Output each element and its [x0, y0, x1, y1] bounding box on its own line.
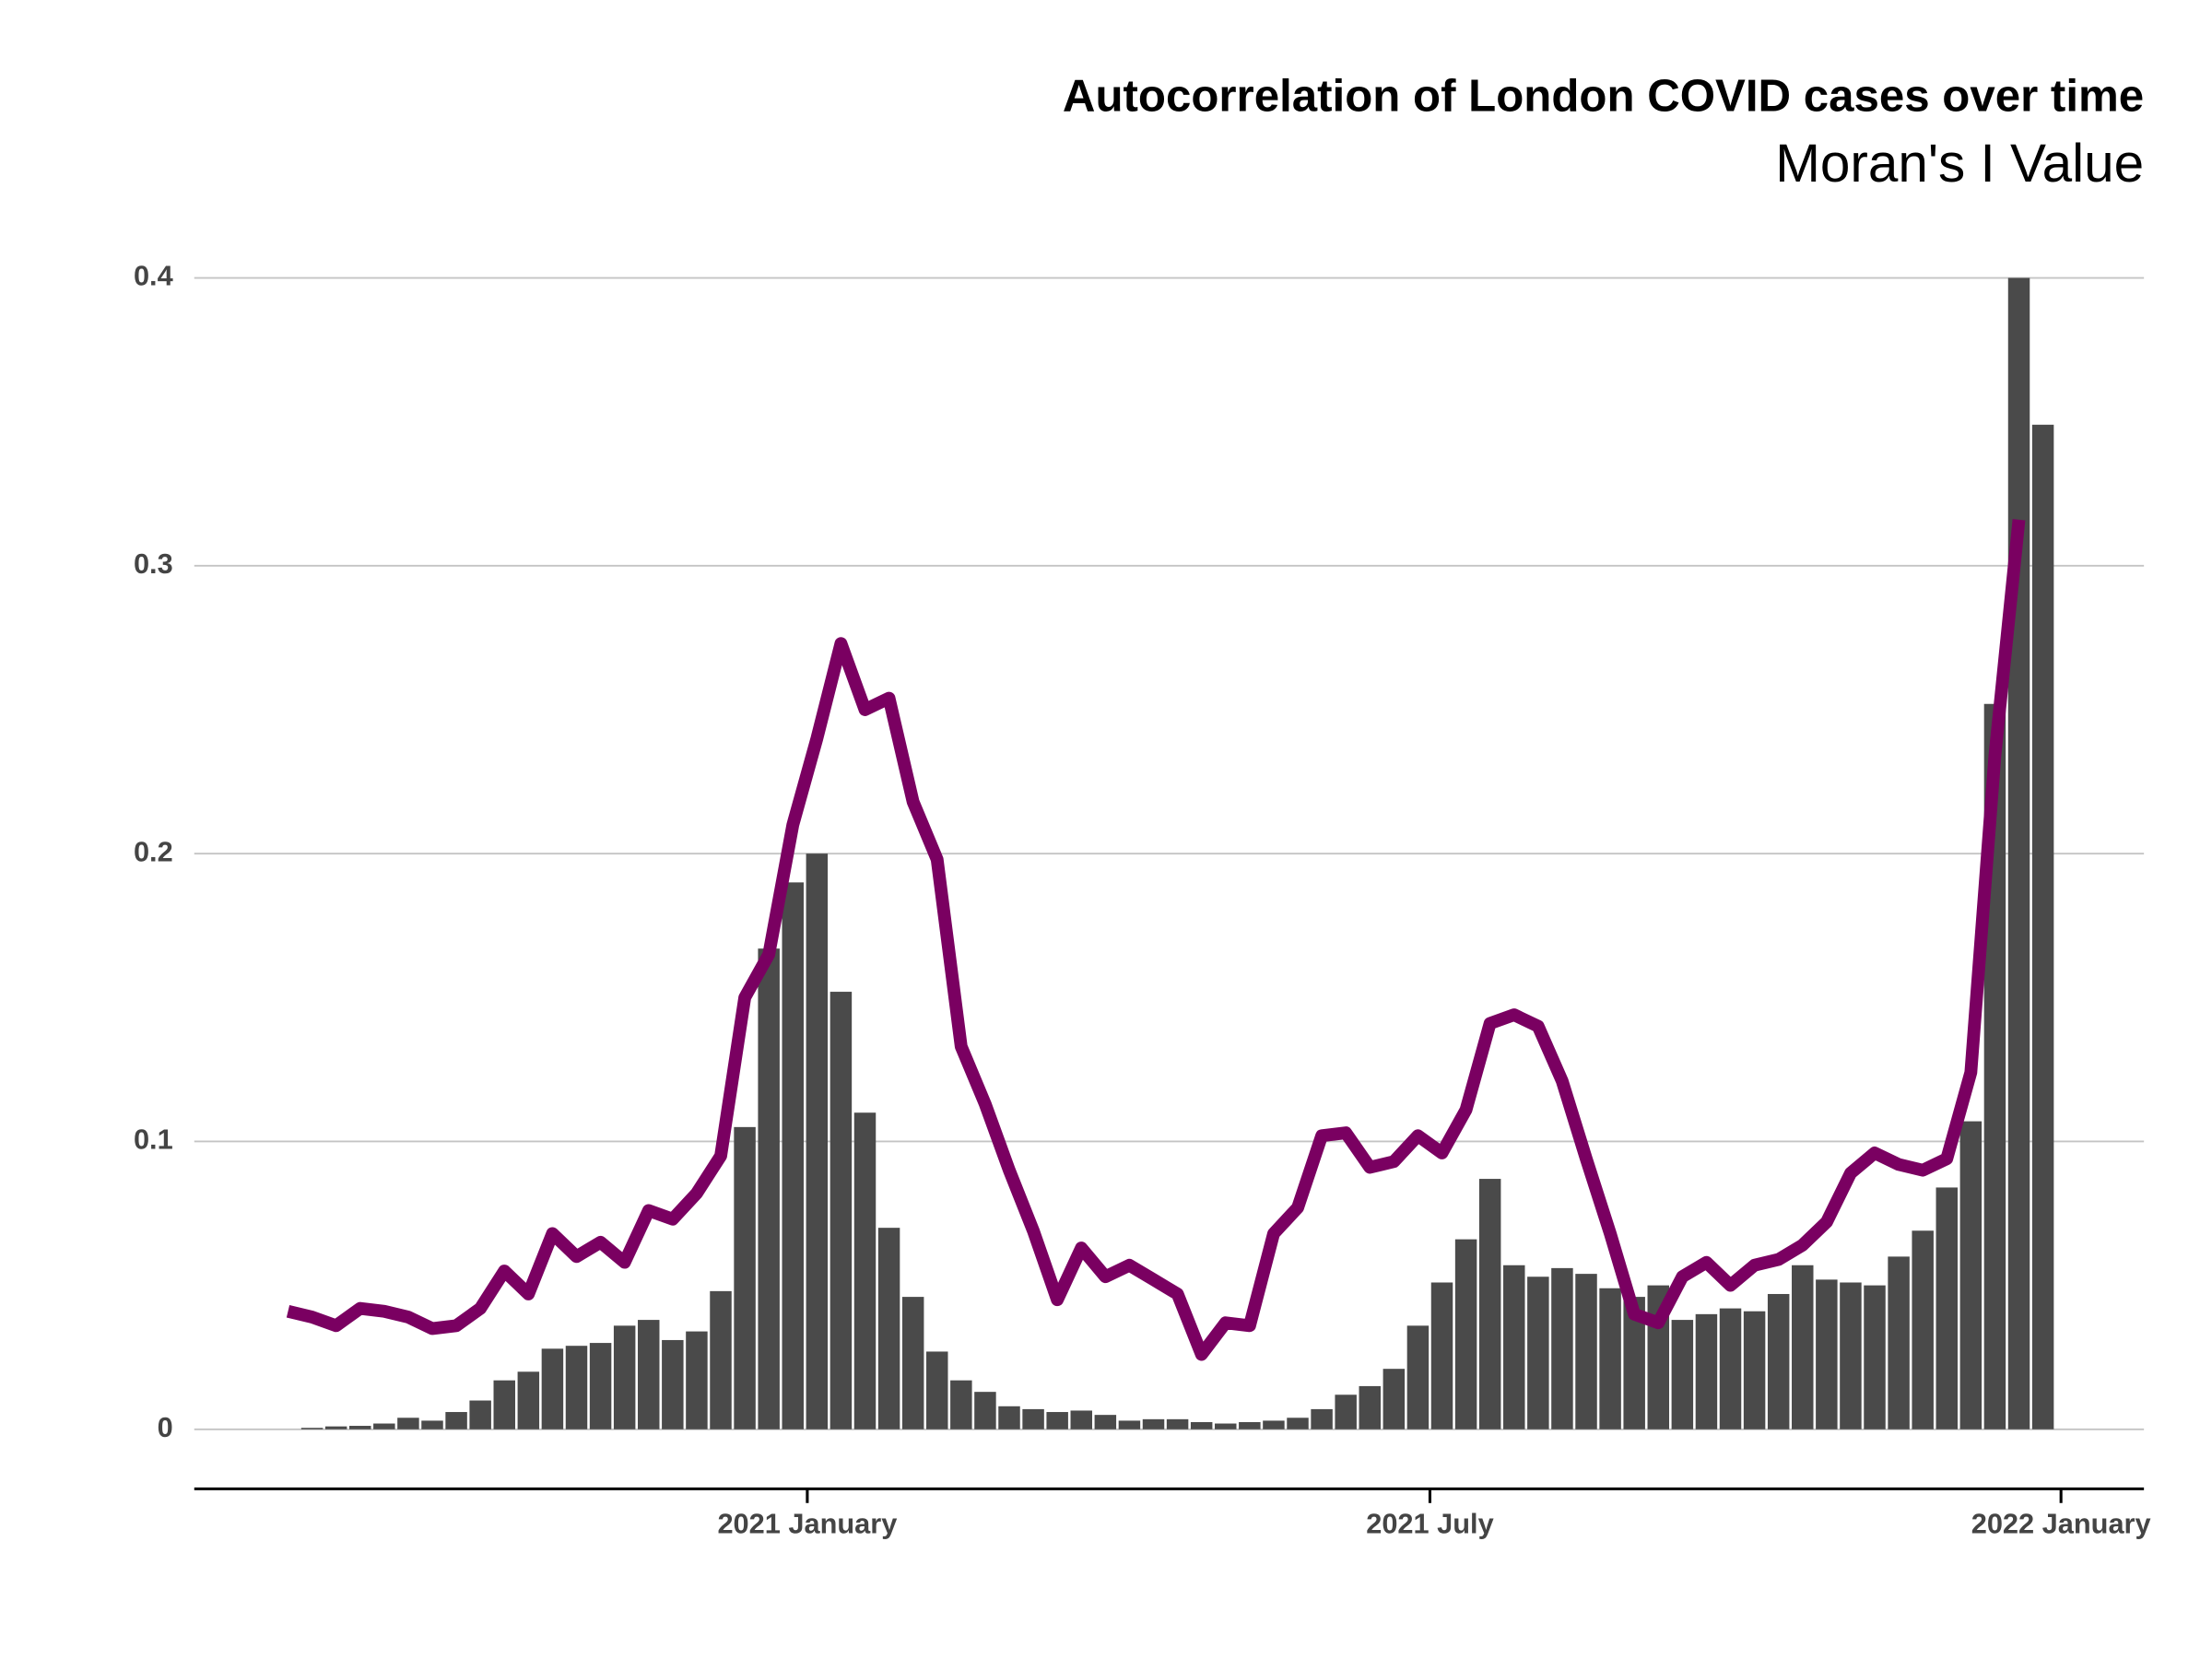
bar — [1142, 1418, 1165, 1430]
y-tick-label: 0 — [158, 1411, 173, 1443]
bar — [1406, 1325, 1430, 1430]
y-tick-label: 0.4 — [134, 260, 173, 292]
bar — [445, 1412, 467, 1430]
bar — [589, 1343, 612, 1430]
bar — [1599, 1288, 1621, 1430]
bar — [469, 1400, 491, 1430]
bar — [1022, 1408, 1044, 1430]
bar — [1359, 1385, 1381, 1430]
bar — [1239, 1421, 1261, 1430]
bar — [517, 1371, 540, 1430]
bar — [1382, 1369, 1406, 1430]
bar — [974, 1392, 996, 1430]
bar — [1094, 1415, 1117, 1430]
y-tick-label: 0.3 — [134, 547, 173, 580]
bar — [373, 1423, 395, 1430]
bar — [710, 1290, 732, 1430]
bar — [782, 882, 804, 1430]
bar — [686, 1331, 708, 1430]
bar — [1527, 1277, 1549, 1430]
lines — [286, 519, 2026, 1361]
line — [286, 519, 2026, 1361]
x-tick-label: 2021 January — [717, 1508, 897, 1540]
bar — [1575, 1274, 1597, 1430]
bar — [2031, 424, 2054, 1430]
chart-subtitle: Moran's I Value — [1775, 134, 2144, 194]
bar — [349, 1426, 371, 1430]
bar — [1840, 1282, 1862, 1430]
bar — [324, 1426, 347, 1430]
bar — [1912, 1230, 1934, 1430]
bar — [1335, 1394, 1357, 1430]
grid — [194, 276, 2145, 1430]
bar — [1454, 1239, 1477, 1430]
bar — [2007, 277, 2030, 1430]
x-tick-label: 2022 January — [1971, 1508, 2151, 1540]
bar — [1671, 1320, 1694, 1430]
bar — [1959, 1121, 1983, 1430]
bar — [1311, 1408, 1333, 1430]
bar — [950, 1380, 972, 1430]
bar — [565, 1346, 588, 1430]
bar — [300, 1428, 324, 1430]
bar — [734, 1126, 756, 1430]
bar — [1070, 1410, 1092, 1430]
y-tick-label: 0.2 — [134, 835, 173, 867]
bar — [1743, 1311, 1766, 1430]
axes: 0 0.1 0.2 0.3 0.4 2021 January 2021 July 2022 J… — [134, 260, 2151, 1540]
bar — [397, 1418, 419, 1430]
bar — [853, 1112, 877, 1430]
bar — [1263, 1420, 1285, 1430]
bar — [1767, 1293, 1790, 1430]
bar — [1816, 1279, 1838, 1430]
bar — [1430, 1282, 1453, 1430]
bar — [541, 1348, 564, 1430]
bar — [830, 992, 853, 1430]
bar — [1215, 1423, 1237, 1430]
bar — [1118, 1420, 1141, 1430]
bar — [1888, 1256, 1910, 1430]
bar — [1166, 1418, 1189, 1430]
bar — [613, 1325, 636, 1430]
bar — [638, 1320, 660, 1430]
bar — [806, 853, 829, 1430]
bar — [1551, 1267, 1573, 1430]
chart-title: Autocorrelation of London COVID cases ov… — [1063, 71, 2144, 122]
bar — [1623, 1297, 1645, 1430]
bar — [1478, 1179, 1501, 1430]
bar — [421, 1420, 443, 1430]
bar — [1287, 1418, 1309, 1430]
bar — [901, 1297, 924, 1430]
bar — [662, 1339, 684, 1430]
bar — [1046, 1412, 1068, 1430]
bar — [1695, 1313, 1718, 1430]
bar — [998, 1406, 1020, 1430]
bar — [1719, 1308, 1742, 1430]
bar — [1190, 1421, 1213, 1430]
bar — [926, 1351, 948, 1430]
x-tick-label: 2021 July — [1366, 1508, 1493, 1540]
bar — [1792, 1265, 1814, 1430]
y-tick-label: 0.1 — [134, 1124, 173, 1156]
bar — [877, 1228, 900, 1430]
bar — [758, 948, 780, 1430]
bar — [1864, 1285, 1886, 1430]
bar — [1503, 1265, 1525, 1430]
bar — [1936, 1187, 1959, 1430]
bar — [493, 1380, 515, 1430]
